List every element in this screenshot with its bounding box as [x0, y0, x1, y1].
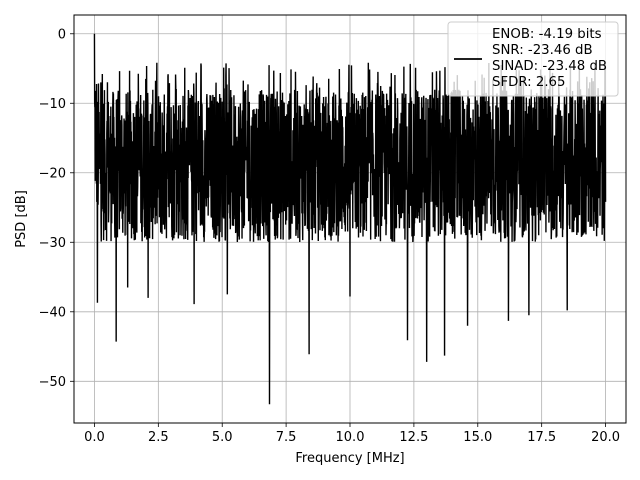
x-tick-label: 15.0	[463, 430, 492, 445]
x-tick-label: 10.0	[336, 430, 365, 445]
legend: ENOB: -4.19 bits SNR: -23.46 dB SINAD: -23…	[447, 21, 619, 97]
x-axis-ticks: 0.0 2.5 5.0 7.5 10.0 12.5 15.0 17.5 20.0	[84, 423, 620, 445]
legend-entry: ENOB: -4.19 bits SNR: -23.46 dB SINAD: -23…	[492, 27, 607, 90]
x-tick-label: 17.5	[527, 430, 556, 445]
y-tick-label: 0	[58, 27, 66, 42]
y-tick-label: −40	[39, 305, 66, 320]
x-tick-label: 12.5	[399, 430, 428, 445]
legend-line: SINAD: -23.48 dB	[492, 59, 607, 74]
x-tick-label: 20.0	[591, 430, 620, 445]
legend-line: SNR: -23.46 dB	[492, 43, 593, 58]
x-tick-label: 5.0	[212, 430, 233, 445]
legend-line: ENOB: -4.19 bits	[492, 27, 602, 42]
y-axis-ticks: 0 −10 −20 −30 −40 −50	[39, 27, 74, 390]
x-tick-label: 7.5	[276, 430, 297, 445]
y-tick-label: −10	[39, 97, 66, 112]
y-tick-label: −30	[39, 236, 66, 251]
y-tick-label: −50	[39, 375, 66, 390]
x-tick-label: 0.0	[84, 430, 105, 445]
y-axis-label: PSD [dB]	[14, 190, 29, 248]
x-tick-label: 2.5	[148, 430, 169, 445]
legend-box	[447, 21, 619, 97]
x-axis-label: Frequency [MHz]	[295, 451, 404, 466]
y-tick-label: −20	[39, 166, 66, 181]
legend-line: SFDR: 2.65	[492, 75, 565, 90]
